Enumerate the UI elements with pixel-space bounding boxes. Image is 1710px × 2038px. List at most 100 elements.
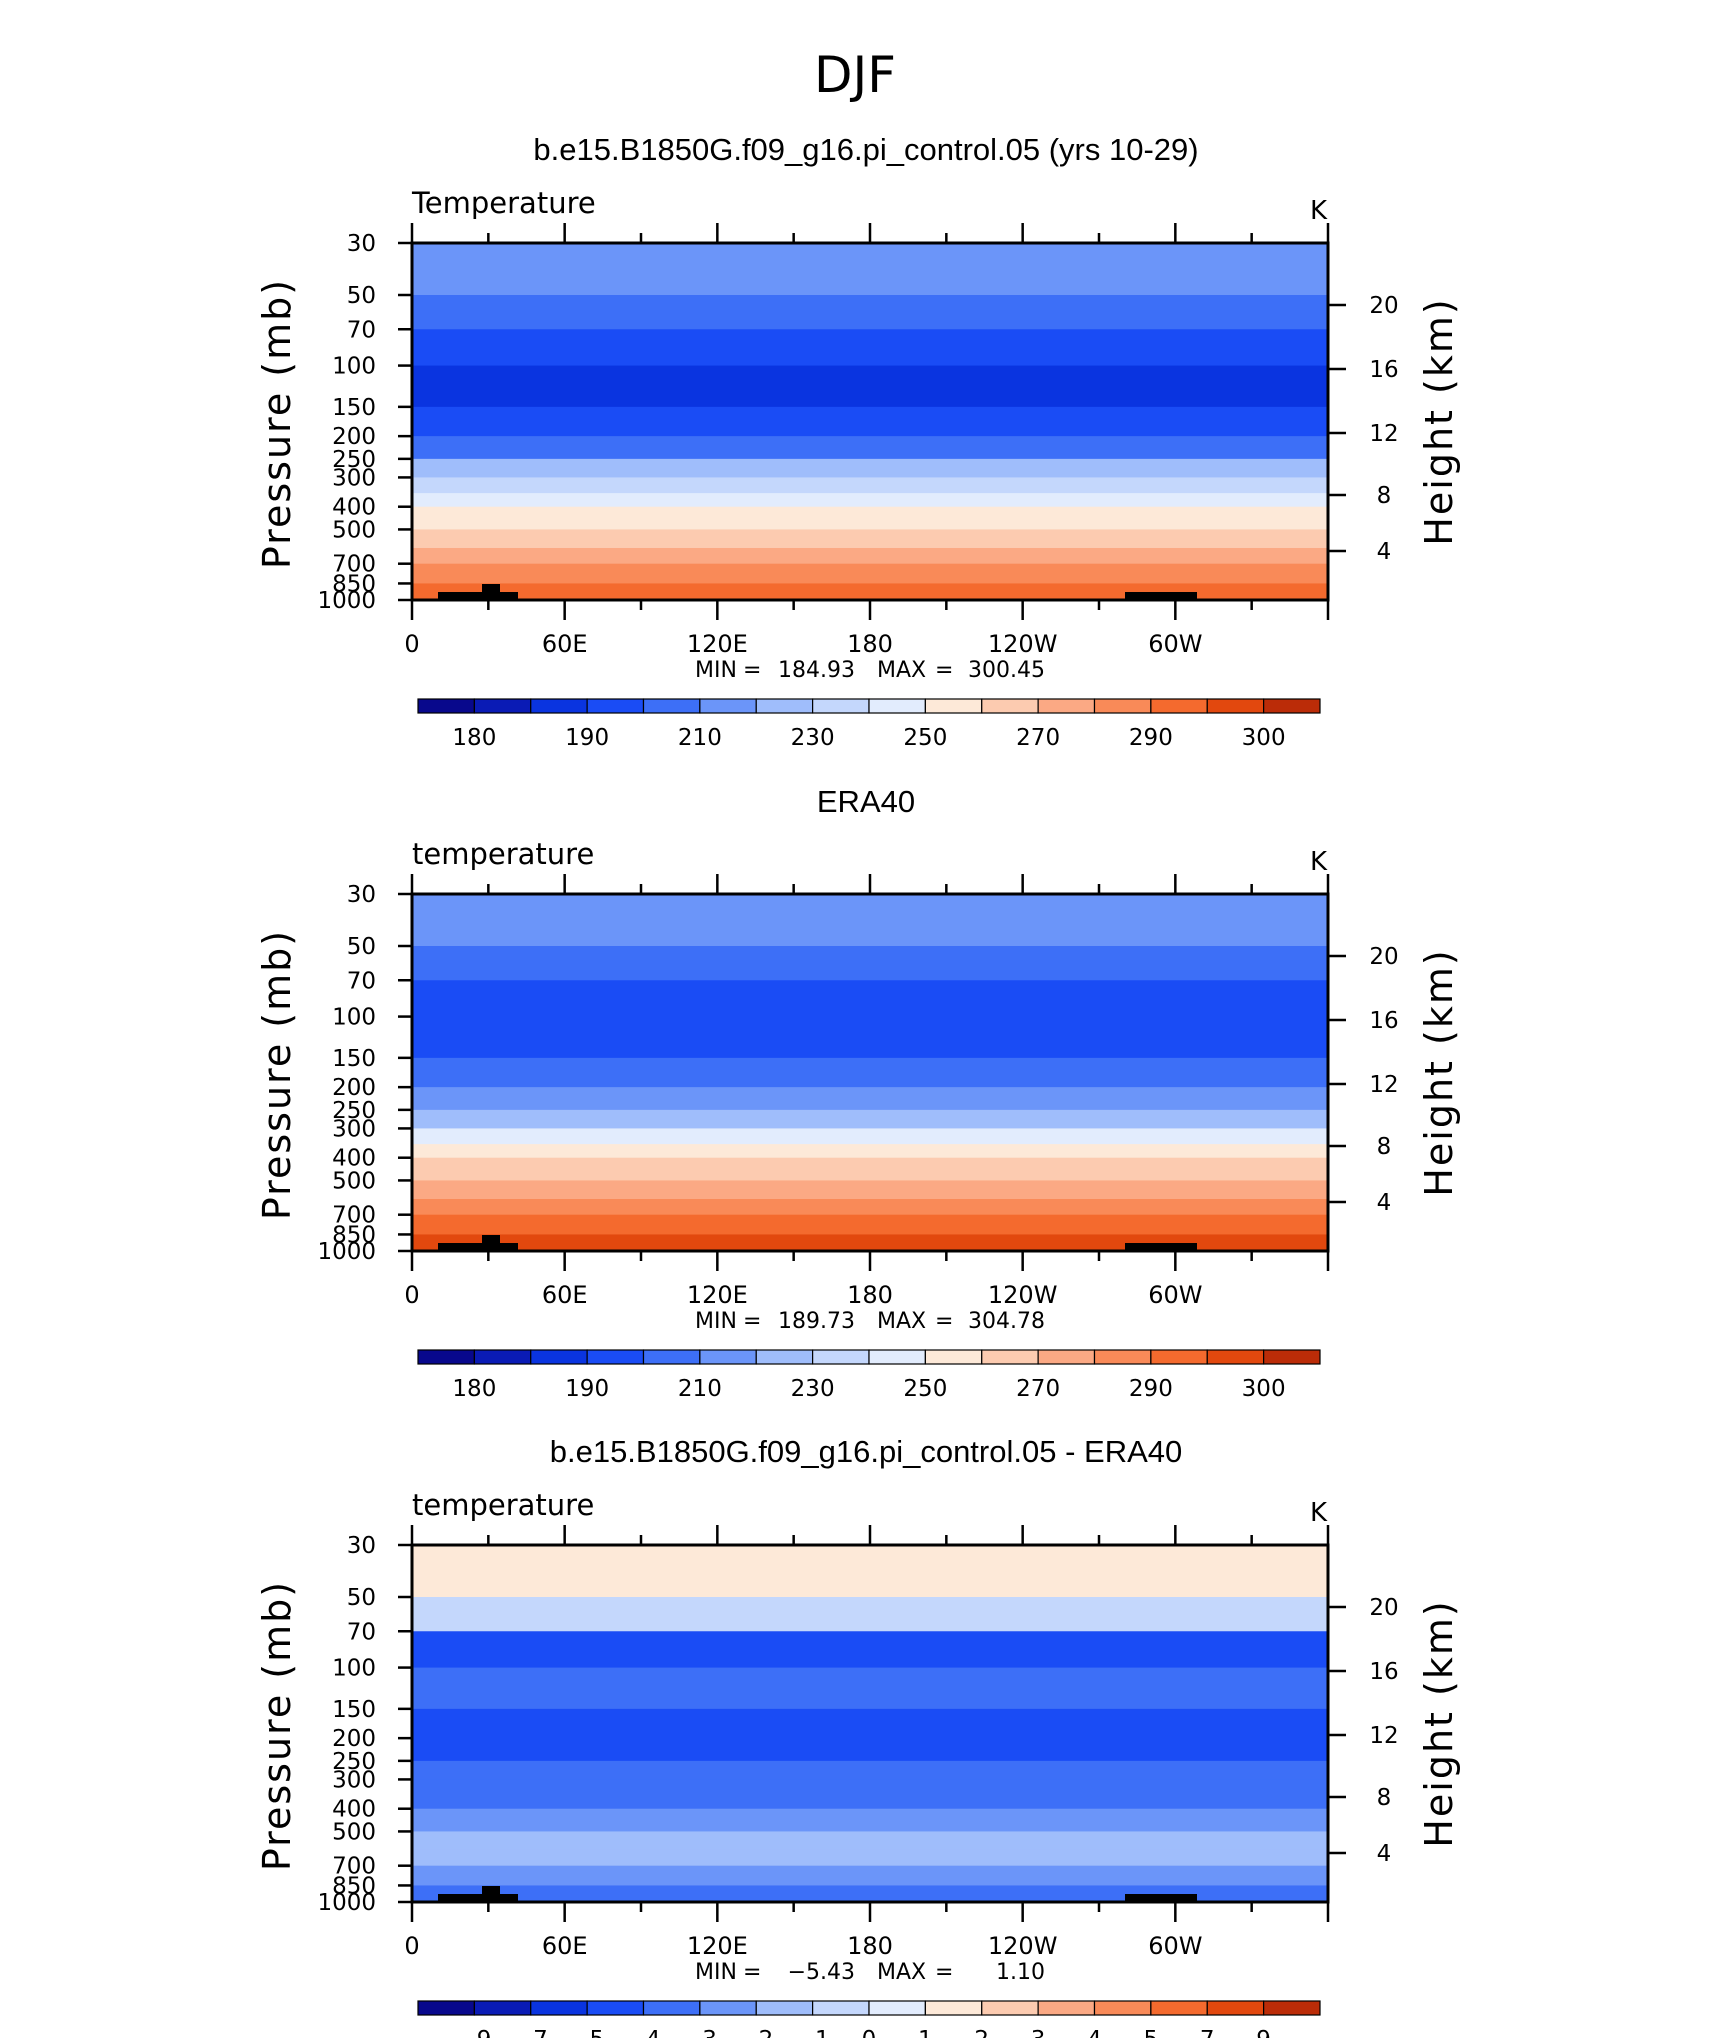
contour-band: [412, 1779, 1328, 1810]
colorbar-box: [1150, 698, 1208, 714]
right-string: K: [1310, 1498, 1328, 1528]
colorbar-label: −9: [457, 2027, 491, 2038]
x-tick-label: 60E: [542, 1932, 588, 1960]
colorbar-box: [755, 2000, 814, 2016]
y-tick-label: 30: [347, 231, 376, 257]
colorbar-box: [1263, 1349, 1321, 1365]
colorbar-box: [1093, 1349, 1152, 1365]
contour-band: [412, 1738, 1328, 1762]
stat-min-label: MIN: [695, 658, 737, 683]
x-tick-label: 120E: [687, 1932, 748, 1960]
stat-min-value: −5.43: [788, 1960, 855, 1985]
y-tick-label: 300: [332, 465, 376, 491]
colorbar-box: [1206, 2000, 1265, 2016]
x-tick-label: 60W: [1148, 1281, 1202, 1309]
colorbar-box: [755, 1349, 814, 1365]
panel-title: b.e15.B1850G.f09_g16.pi_control.05 - ERA…: [550, 1434, 1183, 1469]
y-tick-label: 250: [332, 1749, 376, 1775]
y-tick-label: 1000: [317, 588, 376, 614]
y-tick-label: 150: [332, 395, 376, 421]
colorbar-box: [1093, 2000, 1152, 2016]
topography-mask: [438, 1894, 518, 1902]
y-right-tick-label: 12: [1369, 421, 1398, 447]
y-right-axis-label: Height (km): [1417, 1599, 1461, 1847]
contour-band: [412, 295, 1328, 330]
colorbar-box: [699, 2000, 757, 2016]
y-right-axis-label: Height (km): [1417, 297, 1461, 545]
contour-band: [412, 1760, 1328, 1781]
colorbar-box: [417, 698, 475, 714]
y-tick-label: 50: [347, 934, 376, 960]
y-tick-label: 400: [332, 495, 376, 521]
y-tick-label: 200: [332, 1075, 376, 1101]
figure-title: DJF: [814, 46, 896, 104]
colorbar-label: 2: [974, 2027, 989, 2038]
x-tick-label: 0: [404, 1281, 419, 1309]
stat-equals: =: [743, 1309, 761, 1334]
topography-mask: [1125, 1243, 1197, 1251]
colorbar-label: −1: [796, 2027, 830, 2038]
y-tick-label: 500: [332, 517, 376, 543]
y-axis-label: Pressure (mb): [255, 929, 299, 1220]
stat-min-value: 184.93: [778, 658, 855, 683]
y-right-tick-label: 20: [1369, 1595, 1398, 1621]
contour-band: [412, 1885, 1328, 1903]
y-tick-label: 150: [332, 1697, 376, 1723]
topography-mask: [438, 1243, 518, 1251]
contour-band: [412, 1865, 1328, 1887]
contour-band: [412, 506, 1328, 531]
colorbar-label: 4: [1087, 2027, 1102, 2038]
y-right-tick-label: 16: [1369, 1008, 1398, 1034]
colorbar-box: [699, 1349, 757, 1365]
colorbar-box: [1150, 2000, 1208, 2016]
colorbar-box: [699, 698, 757, 714]
stat-max-label: MAX: [877, 658, 926, 683]
colorbar-label: 7: [1200, 2027, 1215, 2038]
y-tick-label: 150: [332, 1046, 376, 1072]
x-tick-label: 0: [404, 1932, 419, 1960]
topography-mask: [482, 584, 500, 600]
colorbar-box: [981, 2000, 1039, 2016]
panel-model: b.e15.B1850G.f09_g16.pi_control.05 (yrs …: [255, 132, 1461, 751]
contour-band: [412, 493, 1328, 508]
stat-equals: =: [935, 658, 953, 683]
x-tick-label: 180: [847, 1281, 893, 1309]
colorbar-label: 270: [1016, 1376, 1060, 1402]
y-tick-label: 100: [332, 1005, 376, 1031]
x-tick-label: 180: [847, 630, 893, 658]
colorbar-label: −7: [514, 2027, 548, 2038]
y-tick-label: 850: [332, 1873, 376, 1899]
y-tick-label: 850: [332, 571, 376, 597]
colorbar-label: 190: [565, 1376, 609, 1402]
colorbar-box: [586, 698, 645, 714]
colorbar-label: 230: [791, 725, 835, 751]
y-tick-label: 100: [332, 1656, 376, 1682]
topography-mask: [482, 1886, 500, 1902]
colorbar-box: [981, 1349, 1039, 1365]
y-axis-label: Pressure (mb): [255, 1580, 299, 1871]
colorbar-label: 270: [1016, 725, 1060, 751]
y-tick-label: 250: [332, 1098, 376, 1124]
colorbar-box: [924, 1349, 983, 1365]
stat-max-value: 304.78: [968, 1309, 1045, 1334]
stat-equals: =: [743, 658, 761, 683]
contour-band: [412, 563, 1328, 585]
colorbar-box: [1206, 698, 1265, 714]
contour-band: [412, 547, 1328, 565]
colorbar-label: 9: [1256, 2027, 1271, 2038]
contour-band: [412, 946, 1328, 981]
colorbar-box: [1037, 1349, 1096, 1365]
contour-band: [412, 243, 1328, 296]
colorbar-box: [755, 698, 814, 714]
colorbar-box: [1150, 1349, 1208, 1365]
y-right-tick-label: 20: [1369, 944, 1398, 970]
y-tick-label: 700: [332, 552, 376, 578]
colorbar-label: 290: [1129, 1376, 1173, 1402]
x-tick-label: 60E: [542, 630, 588, 658]
contour-band: [412, 365, 1328, 408]
colorbar-label: 300: [1242, 725, 1286, 751]
panel-title: b.e15.B1850G.f09_g16.pi_control.05 (yrs …: [533, 132, 1198, 167]
stat-max-value: 1.10: [996, 1960, 1045, 1985]
colorbar-box: [1206, 1349, 1265, 1365]
